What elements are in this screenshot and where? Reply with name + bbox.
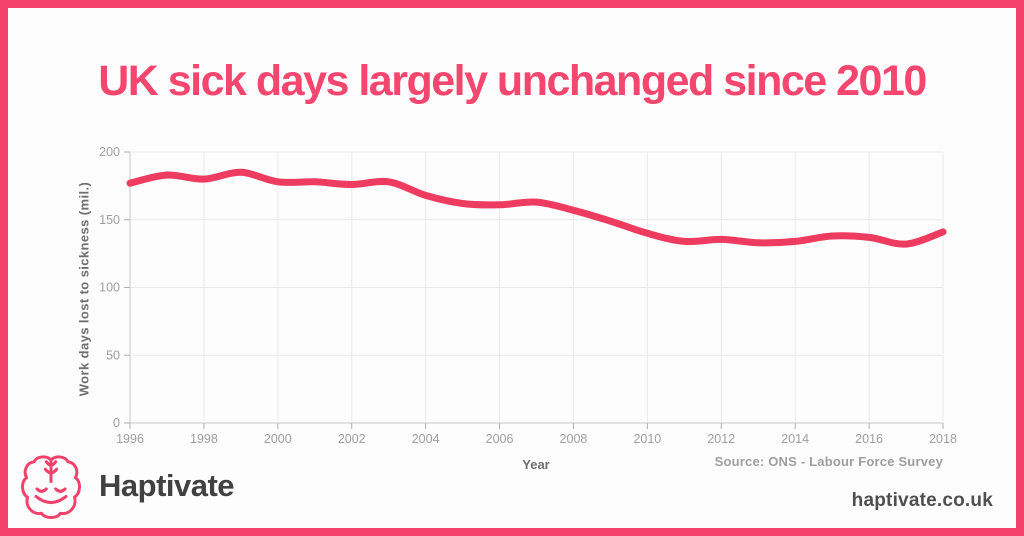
svg-text:150: 150 <box>99 213 120 227</box>
svg-text:1998: 1998 <box>190 432 218 446</box>
source-note: Source: ONS - Labour Force Survey <box>714 454 943 469</box>
svg-text:2000: 2000 <box>264 432 292 446</box>
svg-text:2014: 2014 <box>781 432 809 446</box>
svg-text:50: 50 <box>106 348 120 362</box>
svg-text:2016: 2016 <box>855 432 883 446</box>
x-axis-title: Year <box>522 457 550 472</box>
brand-name: Haptivate <box>99 468 235 503</box>
brain-logo-icon <box>21 455 81 520</box>
svg-text:2006: 2006 <box>486 432 514 446</box>
svg-text:0: 0 <box>113 416 120 430</box>
svg-text:2012: 2012 <box>707 432 735 446</box>
svg-text:2004: 2004 <box>412 432 440 446</box>
page-title: UK sick days largely unchanged since 201… <box>98 57 927 105</box>
svg-text:1996: 1996 <box>116 432 144 446</box>
sick-days-line <box>126 168 947 248</box>
svg-text:100: 100 <box>99 281 120 295</box>
svg-text:2018: 2018 <box>929 432 957 446</box>
y-axis-title: Work days lost to sickness (mil.) <box>76 181 92 397</box>
svg-text:2008: 2008 <box>560 432 588 446</box>
svg-text:200: 200 <box>99 145 120 159</box>
svg-text:2010: 2010 <box>633 432 661 446</box>
brand-website: haptivate.co.uk <box>851 490 993 511</box>
svg-text:2002: 2002 <box>338 432 366 446</box>
